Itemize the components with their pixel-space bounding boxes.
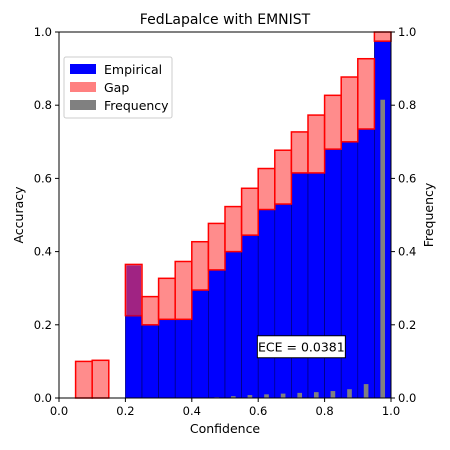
empirical-bar — [357, 128, 375, 399]
legend: Empirical Gap Frequency — [63, 56, 173, 119]
legend-label-empirical: Empirical — [104, 62, 162, 77]
chart-title: FedLapalce with EMNIST — [140, 12, 311, 28]
gap-bar — [257, 167, 276, 211]
y2-tick-label: 0.6 — [398, 171, 416, 185]
empirical-bar — [174, 319, 193, 399]
y-tick-label: 0.8 — [34, 98, 52, 112]
x-tick-label: 0.8 — [315, 404, 333, 418]
x-tick-label: 0.0 — [50, 404, 68, 418]
empirical-bar — [191, 289, 209, 399]
gap-bar — [157, 277, 176, 321]
y-tick-label: 0.2 — [34, 318, 52, 332]
y2-tick-label: 0.8 — [398, 98, 416, 112]
gap-bar — [224, 205, 243, 253]
frequency-bar — [280, 393, 286, 398]
legend-swatch-gap — [70, 82, 96, 92]
empirical-bar — [241, 234, 259, 399]
y2-tick-label: 1.0 — [398, 25, 416, 39]
ece-box — [256, 335, 346, 359]
empirical-bar — [208, 269, 226, 399]
gap-bar — [373, 31, 392, 42]
gap-bar — [91, 359, 110, 399]
y-axis-label: Accuracy — [11, 186, 26, 244]
empirical-bar — [274, 203, 292, 399]
frequency-bar — [247, 395, 253, 398]
gap-bars — [74, 31, 392, 399]
empirical-bars — [125, 40, 392, 399]
gap-bar — [207, 222, 226, 271]
empirical-bar — [158, 319, 176, 399]
y-tick-label: 0.4 — [34, 245, 52, 259]
empirical-bar — [224, 251, 242, 399]
gap-bar — [141, 295, 160, 326]
x-tick-label: 1.0 — [382, 404, 400, 418]
legend-label-gap: Gap — [104, 80, 129, 95]
empirical-bar — [307, 172, 325, 399]
ece-annotation: ECE = 0.0381 — [256, 335, 346, 359]
ece-label: ECE = 0.0381 — [258, 339, 345, 354]
gap-bar — [323, 94, 342, 150]
y2-tick-label: 0.4 — [398, 245, 416, 259]
empirical-bar — [324, 148, 342, 399]
x-axis-label: Confidence — [190, 421, 261, 436]
frequency-bar — [264, 394, 269, 398]
y-tick-label: 0.0 — [34, 391, 52, 405]
gap-bar — [307, 114, 326, 174]
axis-ticks: 0.0 0.2 0.4 0.6 0.8 1.00.00.20.40.60.81.00.00… — [34, 25, 417, 418]
legend-swatch-empirical — [70, 64, 96, 74]
legend-swatch-frequency — [70, 100, 96, 110]
x-tick-label: 0.4 — [183, 404, 201, 418]
gap-bar — [290, 131, 309, 174]
gap-bar — [340, 76, 359, 143]
y2-tick-label: 0.2 — [398, 318, 416, 332]
gap-bar — [174, 260, 193, 321]
frequency-bars — [214, 99, 386, 399]
empirical-bar — [291, 172, 309, 399]
gap-bar — [74, 360, 93, 399]
gap-bar — [191, 240, 210, 291]
frequency-bar — [363, 384, 369, 398]
y2-axis-label: Frequency — [421, 182, 436, 247]
frequency-bar — [313, 392, 319, 398]
x-tick-label: 0.6 — [249, 404, 267, 418]
y-tick-label: 0.6 — [34, 171, 52, 185]
frequency-bar — [380, 99, 386, 399]
gap-bar — [240, 187, 259, 236]
y2-tick-label: 0.0 — [398, 391, 416, 405]
frequency-bar — [330, 391, 336, 398]
empirical-bar — [340, 141, 359, 399]
gap-overlap — [126, 265, 141, 316]
gap-bar — [274, 149, 293, 205]
empirical-bar — [125, 315, 143, 399]
empirical-bar — [141, 324, 159, 399]
x-tick-label: 0.2 — [116, 404, 134, 418]
legend-label-frequency: Frequency — [104, 98, 169, 113]
frequency-bar — [347, 389, 352, 398]
plot-frame — [58, 31, 392, 399]
gap-bar — [357, 57, 376, 130]
y-tick-label: 1.0 — [34, 25, 52, 39]
empirical-bar — [257, 209, 276, 399]
frequency-bar — [230, 396, 236, 398]
frequency-bar — [297, 392, 303, 398]
